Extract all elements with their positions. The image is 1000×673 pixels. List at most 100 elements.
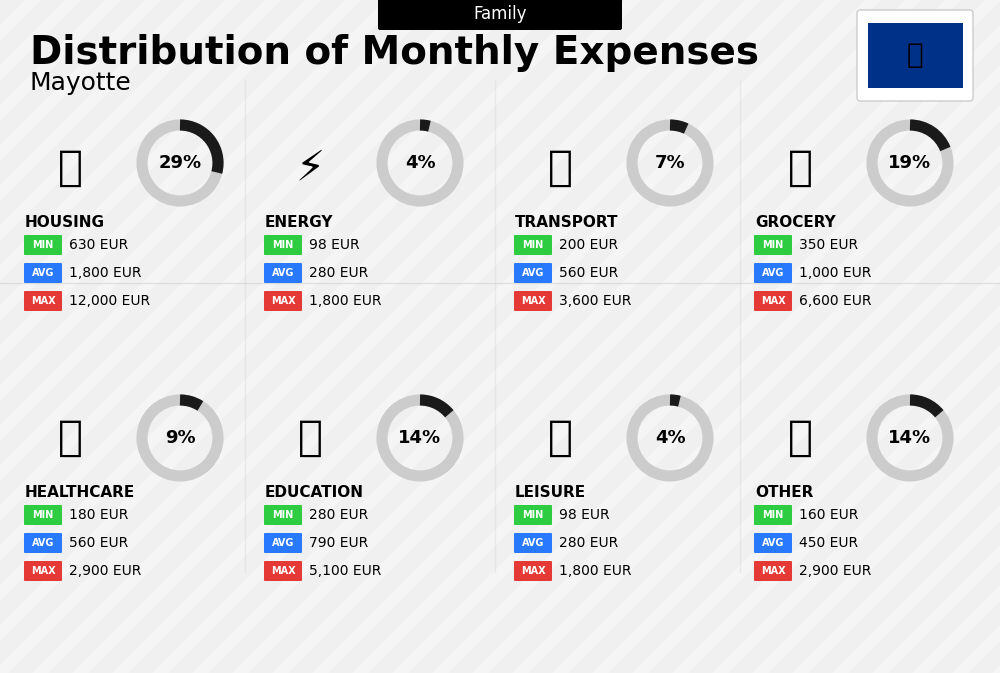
Text: MIN: MIN: [762, 510, 784, 520]
Text: GROCERY: GROCERY: [755, 215, 836, 230]
Text: MIN: MIN: [32, 510, 54, 520]
Text: 5,100 EUR: 5,100 EUR: [309, 564, 381, 578]
Text: MAYOTTE: MAYOTTE: [893, 52, 937, 61]
Text: 9%: 9%: [165, 429, 195, 447]
Text: 180 EUR: 180 EUR: [69, 508, 128, 522]
FancyBboxPatch shape: [24, 505, 62, 525]
Text: AVG: AVG: [762, 538, 784, 548]
Text: MIN: MIN: [522, 240, 544, 250]
FancyBboxPatch shape: [264, 533, 302, 553]
FancyBboxPatch shape: [754, 561, 792, 581]
Text: 🛍: 🛍: [548, 417, 572, 459]
Text: 💊: 💊: [58, 417, 82, 459]
FancyBboxPatch shape: [857, 10, 973, 101]
Text: HOUSING: HOUSING: [25, 215, 105, 230]
FancyBboxPatch shape: [514, 561, 552, 581]
Text: MAX: MAX: [31, 566, 55, 576]
FancyBboxPatch shape: [264, 235, 302, 255]
Text: HEALTHCARE: HEALTHCARE: [25, 485, 135, 500]
Text: 1,800 EUR: 1,800 EUR: [559, 564, 632, 578]
FancyBboxPatch shape: [514, 505, 552, 525]
Text: AVG: AVG: [272, 538, 294, 548]
Text: 14%: 14%: [888, 429, 932, 447]
Text: 6,600 EUR: 6,600 EUR: [799, 294, 872, 308]
FancyBboxPatch shape: [24, 561, 62, 581]
Text: ⚡: ⚡: [295, 147, 325, 189]
FancyBboxPatch shape: [24, 291, 62, 311]
Text: OTHER: OTHER: [755, 485, 813, 500]
FancyBboxPatch shape: [264, 505, 302, 525]
FancyBboxPatch shape: [754, 291, 792, 311]
Text: Family: Family: [473, 5, 527, 23]
FancyBboxPatch shape: [264, 561, 302, 581]
FancyBboxPatch shape: [264, 291, 302, 311]
Text: MIN: MIN: [272, 240, 294, 250]
Text: AVG: AVG: [762, 268, 784, 278]
Text: MAX: MAX: [271, 566, 295, 576]
FancyBboxPatch shape: [24, 533, 62, 553]
FancyBboxPatch shape: [514, 235, 552, 255]
Text: MAX: MAX: [761, 566, 785, 576]
Text: 280 EUR: 280 EUR: [309, 266, 368, 280]
Text: 560 EUR: 560 EUR: [69, 536, 128, 550]
Text: AVG: AVG: [522, 538, 544, 548]
Text: 98 EUR: 98 EUR: [309, 238, 360, 252]
Text: 280 EUR: 280 EUR: [309, 508, 368, 522]
Text: EDUCATION: EDUCATION: [265, 485, 364, 500]
Text: 7%: 7%: [655, 154, 685, 172]
Text: ENERGY: ENERGY: [265, 215, 334, 230]
Text: 19%: 19%: [888, 154, 932, 172]
FancyBboxPatch shape: [514, 263, 552, 283]
FancyBboxPatch shape: [754, 263, 792, 283]
Text: 1,800 EUR: 1,800 EUR: [309, 294, 382, 308]
Text: 🛒: 🛒: [788, 147, 812, 189]
Text: 🎓: 🎓: [298, 417, 322, 459]
Text: AVG: AVG: [522, 268, 544, 278]
FancyBboxPatch shape: [264, 263, 302, 283]
Text: 🏢: 🏢: [58, 147, 82, 189]
Text: MIN: MIN: [32, 240, 54, 250]
FancyBboxPatch shape: [754, 235, 792, 255]
Text: 3,600 EUR: 3,600 EUR: [559, 294, 631, 308]
Text: 160 EUR: 160 EUR: [799, 508, 858, 522]
Text: MIN: MIN: [272, 510, 294, 520]
FancyBboxPatch shape: [378, 0, 622, 30]
Text: MAX: MAX: [31, 296, 55, 306]
Text: 4%: 4%: [655, 429, 685, 447]
FancyBboxPatch shape: [24, 235, 62, 255]
Text: MAX: MAX: [521, 566, 545, 576]
Text: AVG: AVG: [272, 268, 294, 278]
FancyBboxPatch shape: [754, 505, 792, 525]
Text: MAX: MAX: [271, 296, 295, 306]
Text: 2,900 EUR: 2,900 EUR: [799, 564, 871, 578]
Text: Distribution of Monthly Expenses: Distribution of Monthly Expenses: [30, 34, 759, 72]
FancyBboxPatch shape: [754, 533, 792, 553]
Text: 14%: 14%: [398, 429, 442, 447]
Text: 630 EUR: 630 EUR: [69, 238, 128, 252]
Text: 12,000 EUR: 12,000 EUR: [69, 294, 150, 308]
Text: 450 EUR: 450 EUR: [799, 536, 858, 550]
Text: 2,900 EUR: 2,900 EUR: [69, 564, 141, 578]
Text: LEISURE: LEISURE: [515, 485, 586, 500]
Text: 350 EUR: 350 EUR: [799, 238, 858, 252]
FancyBboxPatch shape: [868, 23, 963, 88]
Text: 98 EUR: 98 EUR: [559, 508, 610, 522]
FancyBboxPatch shape: [514, 533, 552, 553]
Text: 560 EUR: 560 EUR: [559, 266, 618, 280]
Text: 👜: 👜: [788, 417, 812, 459]
Text: MIN: MIN: [522, 510, 544, 520]
Text: MAX: MAX: [521, 296, 545, 306]
Text: 280 EUR: 280 EUR: [559, 536, 618, 550]
Text: Mayotte: Mayotte: [30, 71, 132, 95]
Text: AVG: AVG: [32, 268, 54, 278]
Text: TRANSPORT: TRANSPORT: [515, 215, 618, 230]
FancyBboxPatch shape: [514, 291, 552, 311]
Text: MIN: MIN: [762, 240, 784, 250]
FancyBboxPatch shape: [24, 263, 62, 283]
Text: AVG: AVG: [32, 538, 54, 548]
Text: 790 EUR: 790 EUR: [309, 536, 368, 550]
Text: 1,000 EUR: 1,000 EUR: [799, 266, 871, 280]
Text: MAX: MAX: [761, 296, 785, 306]
Text: 1,800 EUR: 1,800 EUR: [69, 266, 142, 280]
Text: 29%: 29%: [158, 154, 202, 172]
